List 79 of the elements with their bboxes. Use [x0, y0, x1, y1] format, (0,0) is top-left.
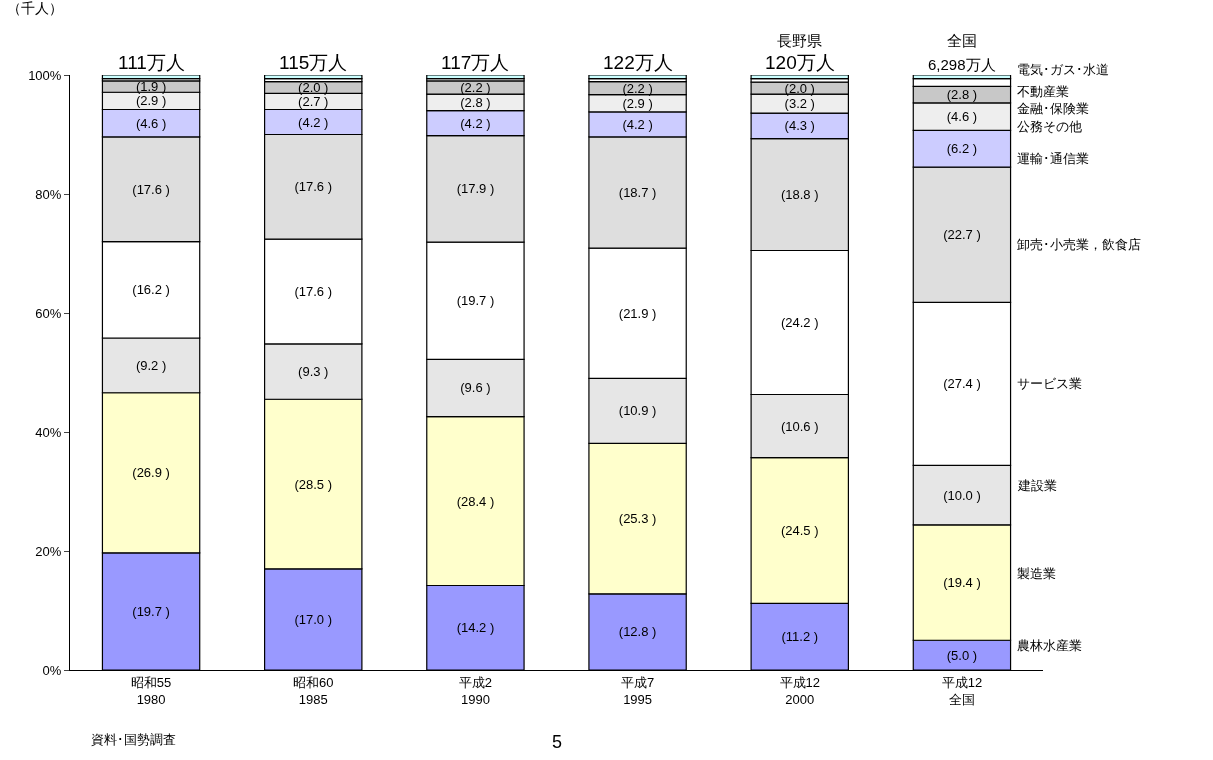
data-label: (19.7 ) — [132, 603, 170, 619]
text: 全国 — [947, 32, 977, 49]
data-label: (2.2 ) — [460, 80, 491, 95]
data-label: (10.0 ) — [943, 487, 981, 503]
series-label: サービス業 — [1017, 376, 1082, 391]
data-label: (18.8 ) — [780, 187, 819, 203]
data-label: (19.4 ) — [943, 575, 981, 591]
data-label: (19.7 ) — [456, 293, 495, 309]
data-label: (4.2 ) — [460, 115, 491, 131]
data-label: (4.6 ) — [135, 115, 167, 131]
data-label: (5.0 ) — [946, 647, 978, 663]
y-tick-label: 100% — [28, 67, 62, 83]
data-label: (12.8 ) — [618, 624, 657, 640]
x-tick-label: 昭和60 1985 — [293, 674, 334, 707]
data-label: (2.9 ) — [135, 93, 167, 109]
y-axis-title: （千人） — [7, 0, 63, 16]
data-label: (14.2 ) — [456, 620, 495, 636]
data-label: (9.6 ) — [460, 380, 491, 396]
series-label: 不動産業 — [1017, 84, 1069, 99]
text: 122万人 — [603, 52, 673, 73]
data-label: (28.4 ) — [456, 493, 495, 509]
data-label: (17.6 ) — [132, 181, 170, 197]
data-label: (2.7 ) — [298, 93, 329, 109]
data-label: (21.9 ) — [618, 305, 657, 321]
data-label: (28.5 ) — [294, 476, 333, 492]
data-label: (2.9 ) — [622, 95, 653, 111]
text: 資料･国勢調査 — [91, 732, 176, 747]
data-label: (4.2 ) — [622, 116, 653, 132]
series-label: 建設業 — [1017, 478, 1057, 493]
text: 6,298万人 — [928, 56, 996, 73]
x-tick-label: 昭和55 1980 — [130, 674, 172, 707]
data-label: (6.2 ) — [946, 141, 978, 157]
data-label: (11.2 ) — [781, 629, 819, 645]
series-label: 公務その他 — [1017, 119, 1082, 134]
y-tick-label: 60% — [35, 305, 62, 321]
data-label: (24.5 ) — [780, 522, 819, 538]
data-label: (17.6 ) — [294, 179, 333, 195]
text: 長野県 — [777, 32, 822, 49]
data-label: (26.9 ) — [132, 465, 170, 481]
text: 111万人 — [118, 52, 185, 73]
text: 115万人 — [279, 52, 348, 73]
y-tick-label: 80% — [35, 186, 62, 202]
data-label: (2.8 ) — [946, 87, 978, 103]
x-tick-label: 平成12 全国 — [941, 674, 983, 707]
data-label: (9.3 ) — [298, 364, 329, 380]
data-label: (25.3 ) — [618, 511, 657, 527]
data-label: (9.2 ) — [135, 357, 167, 373]
data-label: (16.2 ) — [132, 282, 170, 298]
x-tick-label: 平成7 1995 — [620, 674, 655, 707]
data-label: (3.2 ) — [784, 96, 815, 112]
y-tick-label: 0% — [42, 662, 62, 678]
x-tick-label: 平成12 2000 — [779, 674, 820, 707]
data-label: (17.6 ) — [294, 284, 333, 300]
data-label: (4.3 ) — [784, 118, 815, 134]
x-tick-label: 平成2 1990 — [458, 674, 493, 707]
data-label: (4.2 ) — [298, 114, 329, 130]
text: 117万人 — [441, 52, 510, 73]
data-label: (10.6 ) — [780, 418, 819, 434]
series-label: 農林水産業 — [1017, 638, 1082, 653]
data-label: (22.7 ) — [943, 227, 981, 243]
data-label: (24.2 ) — [780, 315, 819, 331]
data-label: (2.8 ) — [460, 94, 491, 110]
data-label: (2.0 ) — [784, 80, 815, 96]
series-label: 製造業 — [1017, 566, 1056, 581]
text: 5 — [552, 732, 563, 752]
data-label: (10.9 ) — [618, 403, 657, 419]
series-label: 卸売･小売業，飲食店 — [1017, 237, 1141, 252]
data-label: (27.4 ) — [943, 376, 981, 392]
y-tick-label: 20% — [35, 543, 62, 559]
data-label: (17.0 ) — [294, 611, 333, 627]
series-label: 運輸･通信業 — [1017, 151, 1089, 166]
series-label: 金融･保険業 — [1017, 101, 1089, 116]
text: 120万人 — [765, 52, 835, 73]
y-tick-label: 40% — [35, 424, 62, 440]
data-label: (18.7 ) — [618, 185, 657, 201]
data-label: (1.9 ) — [135, 79, 167, 95]
series-label: 電気･ガス･水道 — [1017, 62, 1109, 77]
data-label: (4.6 ) — [946, 109, 978, 125]
data-label: (17.9 ) — [456, 181, 495, 197]
